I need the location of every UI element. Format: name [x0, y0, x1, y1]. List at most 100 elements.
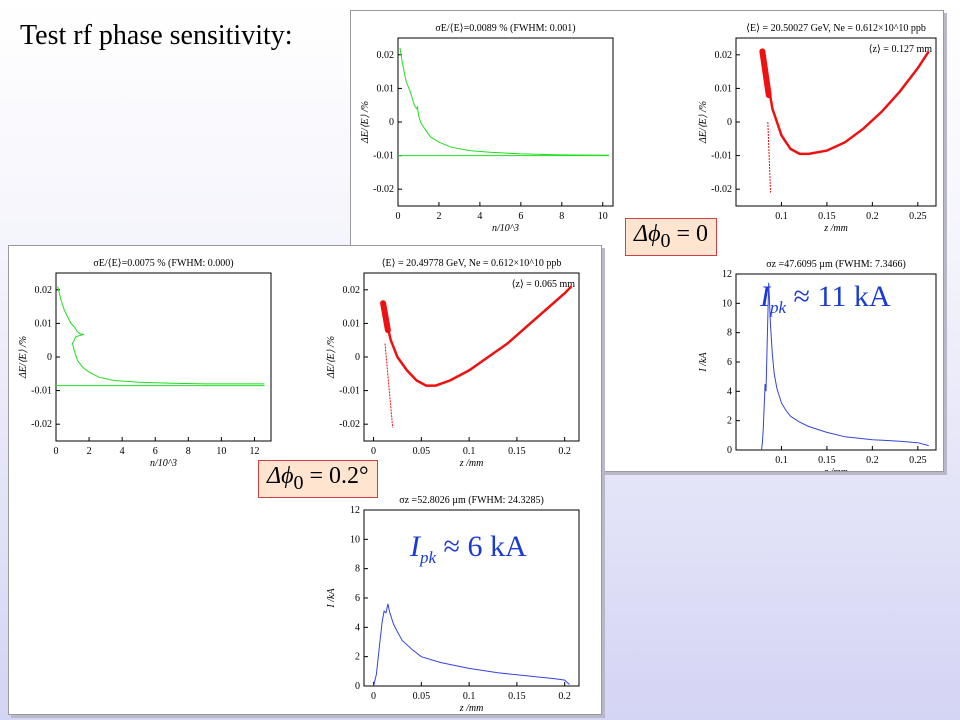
chart-title: ⟨E⟩ = 20.50027 GeV, Ne = 0.612×10^10 ppb — [746, 23, 926, 34]
y-axis-label: I /kA — [698, 352, 709, 373]
panel-top-svg: 0 2 4 6 8 10 -0.02 -0.01 0 0.01 0.02 σE/⟨E⟩=0.0089 … — [360, 23, 937, 478]
phase-space-tail — [384, 343, 394, 428]
y-axis-label: ΔE/⟨E⟩ /% — [326, 336, 337, 379]
callout-symbol: Δϕ — [267, 463, 294, 489]
x-axis-label: n/10^3 — [492, 223, 519, 234]
ipk-symbol: I — [760, 280, 770, 313]
x-tick-label: 8 — [186, 446, 191, 457]
y-tick-label: 0.01 — [715, 83, 733, 94]
chart-title: σz =47.6095 µm (FWHM: 7.3466) — [766, 259, 906, 270]
x-axis-label: z /mm — [823, 467, 848, 471]
callout-value: = 0.2° — [303, 463, 369, 489]
x-axis-label: z /mm — [459, 703, 484, 714]
x-tick-label: 10 — [216, 446, 226, 457]
peak-current-label-top: Ipk ≈ 11 kA — [760, 280, 891, 318]
phase-space-tail — [767, 121, 772, 193]
y-axis-label: ΔE/⟨E⟩ /% — [698, 101, 709, 144]
y-tick-label: 0.01 — [35, 318, 53, 329]
y-tick-label: -0.02 — [339, 419, 360, 430]
y-tick-label: 8 — [355, 564, 360, 575]
x-tick-label: 0.2 — [866, 455, 879, 466]
y-tick-label: 0.01 — [343, 318, 361, 329]
y-tick-label: 4 — [727, 386, 732, 397]
y-tick-label: 0.01 — [377, 83, 395, 94]
chart-title: σE/⟨E⟩=0.0075 % (FWHM: 0.000) — [93, 258, 233, 269]
y-tick-label: 2 — [727, 416, 732, 427]
slide-title: Test rf phase sensitivity: — [20, 20, 293, 51]
ipk-subscript: pk — [420, 548, 437, 567]
callout-subscript: 0 — [660, 229, 671, 252]
series-line-0 — [761, 282, 929, 451]
y-tick-label: -0.01 — [711, 151, 732, 162]
phase-space-curve — [384, 285, 573, 387]
series-line-0 — [57, 286, 265, 385]
ipk-symbol: I — [410, 530, 420, 563]
y-tick-label: 0 — [47, 352, 52, 363]
y-tick-label: 0 — [727, 445, 732, 456]
series-line-0 — [399, 48, 609, 156]
y-tick-label: 10 — [350, 534, 360, 545]
x-tick-label: 10 — [598, 211, 608, 222]
y-tick-label: 6 — [727, 357, 732, 368]
x-tick-label: 0.2 — [866, 211, 879, 222]
y-tick-label: 0 — [355, 352, 360, 363]
chart-title: σz =52.8026 µm (FWHM: 24.3285) — [399, 495, 544, 506]
phase-space-curve — [766, 50, 930, 156]
y-tick-label: 0 — [355, 681, 360, 692]
callout-subscript: 0 — [293, 471, 304, 494]
plot-frame — [55, 272, 272, 442]
x-tick-label: 0 — [371, 446, 376, 457]
x-tick-label: 0.05 — [413, 446, 431, 457]
x-tick-label: 0.15 — [818, 455, 836, 466]
ipk-value: ≈ 11 kA — [786, 280, 891, 313]
x-tick-label: 0.25 — [909, 455, 927, 466]
top-histogram-plot: 0 2 4 6 8 10 -0.02 -0.01 0 0.01 0.02 σE/⟨E⟩=0.0089 … — [360, 23, 614, 234]
plot-frame — [735, 37, 937, 207]
bottom-phase-space-plot: 0 0.05 0.1 0.15 0.2 -0.02 -0.01 0 0.01 0.02 ⟨E⟩ = … — [326, 258, 580, 469]
x-tick-label: 6 — [153, 446, 158, 457]
x-axis-label: z /mm — [459, 458, 484, 469]
x-tick-label: 12 — [249, 446, 259, 457]
y-axis-label: I /kA — [326, 588, 337, 609]
x-tick-label: 0.15 — [508, 446, 526, 457]
y-tick-label: -0.01 — [31, 386, 52, 397]
phase-offset-callout-bottom: Δϕ0 = 0.2° — [258, 460, 378, 498]
phase-space-head — [759, 48, 772, 99]
y-tick-label: -0.01 — [373, 151, 394, 162]
chart-title: σE/⟨E⟩=0.0089 % (FWHM: 0.001) — [435, 23, 575, 34]
bottom-current-profile-plot: 0 0.05 0.1 0.15 0.2 0 2 4 6 8 10 12 σz =52.8026 µm (… — [326, 495, 580, 714]
x-tick-label: 0.1 — [775, 211, 788, 222]
x-tick-label: 0 — [54, 446, 59, 457]
top-phase-space-plot: 0.1 0.15 0.2 0.25 -0.02 -0.01 0 0.01 0.02 ⟨E⟩ = 2… — [698, 23, 937, 234]
phase-offset-callout-top: Δϕ0 = 0 — [625, 218, 718, 256]
x-tick-label: 4 — [120, 446, 125, 457]
callout-symbol: Δϕ — [634, 221, 661, 247]
x-tick-label: 0.25 — [909, 211, 927, 222]
peak-current-label-bottom: Ipk ≈ 6 kA — [410, 530, 527, 568]
phase-space-head — [380, 300, 391, 334]
plot-frame — [397, 37, 614, 207]
y-tick-label: -0.02 — [711, 184, 732, 195]
plot-annotation: ⟨z⟩ = 0.127 mm — [869, 44, 933, 55]
y-tick-label: 8 — [727, 328, 732, 339]
y-axis-label: ΔE/⟨E⟩ /% — [18, 336, 29, 379]
x-axis-label: z /mm — [823, 223, 848, 234]
x-tick-label: 0.2 — [558, 446, 571, 457]
x-tick-label: 0.1 — [463, 446, 476, 457]
x-tick-label: 0.2 — [558, 691, 571, 702]
panel-bottom-svg: 0 2 4 6 8 10 12 -0.02 -0.01 0 0.01 0.02 σE/⟨E⟩=0.007… — [18, 258, 580, 714]
y-tick-label: 12 — [350, 505, 360, 516]
x-tick-label: 0.05 — [413, 691, 431, 702]
x-tick-label: 0.1 — [463, 691, 476, 702]
y-tick-label: 0.02 — [377, 50, 395, 61]
x-tick-label: 6 — [518, 211, 523, 222]
plot-frame — [363, 509, 580, 687]
y-tick-label: 12 — [722, 269, 732, 280]
y-tick-label: 4 — [355, 622, 360, 633]
x-tick-label: 0.15 — [508, 691, 526, 702]
plot-frame — [363, 272, 580, 442]
x-tick-label: 0 — [396, 211, 401, 222]
y-tick-label: 0.02 — [343, 285, 361, 296]
callout-value: = 0 — [670, 221, 709, 247]
x-tick-label: 2 — [436, 211, 441, 222]
